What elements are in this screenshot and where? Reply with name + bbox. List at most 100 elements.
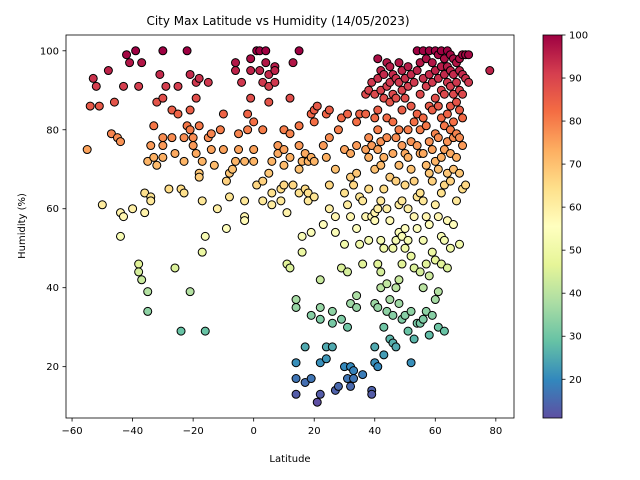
scatter-point xyxy=(315,302,325,312)
y-tick-label: 80 xyxy=(46,125,59,136)
x-tick-label: 80 xyxy=(489,426,502,437)
scatter-point xyxy=(385,295,395,305)
scatter-point xyxy=(279,145,289,155)
scatter-point xyxy=(418,196,428,206)
scatter-point xyxy=(367,389,377,399)
scatter-point xyxy=(418,314,428,324)
scatter-point xyxy=(376,160,386,170)
scatter-point xyxy=(430,200,440,210)
scatter-point xyxy=(455,168,465,178)
scatter-point xyxy=(264,168,274,178)
scatter-point xyxy=(427,58,437,68)
scatter-point xyxy=(261,46,271,56)
scatter-point xyxy=(146,196,156,206)
scatter-point xyxy=(115,137,125,147)
scatter-point xyxy=(291,374,301,384)
scatter-point xyxy=(397,259,407,269)
scatter-point xyxy=(279,180,289,190)
scatter-point xyxy=(330,227,340,237)
scatter-point xyxy=(382,279,392,289)
scatter-point xyxy=(436,152,446,162)
points-layer xyxy=(82,46,495,407)
scatter-point xyxy=(237,77,247,87)
scatter-point xyxy=(158,133,168,143)
scatter-point xyxy=(485,66,495,76)
scatter-point xyxy=(385,62,395,72)
scatter-point xyxy=(379,243,389,253)
scatter-point xyxy=(373,302,383,312)
scatter-point xyxy=(294,141,304,151)
scatter-point xyxy=(406,164,416,174)
scatter-point xyxy=(343,109,353,119)
scatter-point xyxy=(158,93,168,103)
scatter-point xyxy=(403,235,413,245)
scatter-point xyxy=(170,148,180,158)
scatter-point xyxy=(418,148,428,158)
scatter-point xyxy=(188,133,198,143)
y-tick-label: 100 xyxy=(40,46,59,57)
scatter-point xyxy=(364,133,374,143)
y-axis-label: Humidity (%) xyxy=(17,193,28,259)
scatter-point xyxy=(185,69,195,79)
scatter-point xyxy=(146,141,156,151)
scatter-point xyxy=(358,259,368,269)
scatter-point xyxy=(355,239,365,249)
scatter-point xyxy=(291,389,301,399)
colorbar-tick-label: 90 xyxy=(569,74,582,85)
scatter-point xyxy=(215,125,225,135)
scatter-point xyxy=(318,220,328,230)
scatter-point xyxy=(258,176,268,186)
scatter-point xyxy=(315,389,325,399)
scatter-point xyxy=(364,235,374,245)
scatter-point xyxy=(352,117,362,127)
scatter-point xyxy=(358,196,368,206)
scatter-point xyxy=(382,204,392,214)
scatter-point xyxy=(246,66,256,76)
x-tick-label: −60 xyxy=(61,426,82,437)
scatter-point xyxy=(194,172,204,182)
scatter-point xyxy=(415,89,425,99)
scatter-point xyxy=(176,326,186,336)
scatter-point xyxy=(433,133,443,143)
scatter-point xyxy=(155,69,165,79)
scatter-point xyxy=(297,247,307,257)
scatter-point xyxy=(321,152,331,162)
scatter-point xyxy=(185,287,195,297)
scatter-point xyxy=(412,223,422,233)
scatter-point xyxy=(451,196,461,206)
scatter-point xyxy=(185,105,195,115)
scatter-point xyxy=(324,105,334,115)
y-tick-label: 40 xyxy=(46,283,59,294)
scatter-point xyxy=(197,196,207,206)
scatter-point xyxy=(82,145,92,155)
scatter-point xyxy=(276,196,286,206)
scatter-point xyxy=(388,310,398,320)
scatter-point xyxy=(119,81,129,91)
scatter-point xyxy=(421,121,431,131)
scatter-point xyxy=(451,77,461,87)
scatter-point xyxy=(373,204,383,214)
scatter-point xyxy=(400,243,410,253)
scatter-point xyxy=(391,342,401,352)
scatter-point xyxy=(294,46,304,56)
scatter-point xyxy=(421,212,431,222)
scatter-point xyxy=(391,93,401,103)
scatter-point xyxy=(439,235,449,245)
scatter-point xyxy=(346,381,356,391)
x-tick-label: 40 xyxy=(368,426,381,437)
scatter-point xyxy=(455,239,465,249)
scatter-point xyxy=(352,168,362,178)
scatter-point xyxy=(430,295,440,305)
scatter-point xyxy=(206,129,216,139)
scatter-point xyxy=(327,306,337,316)
scatter-point xyxy=(324,180,334,190)
scatter-point xyxy=(358,370,368,380)
x-tick-label: −40 xyxy=(122,426,143,437)
scatter-point xyxy=(424,330,434,340)
scatter-point xyxy=(379,350,389,360)
scatter-point xyxy=(382,133,392,143)
scatter-point xyxy=(394,160,404,170)
scatter-point xyxy=(279,160,289,170)
scatter-point xyxy=(291,358,301,368)
scatter-point xyxy=(409,212,419,222)
